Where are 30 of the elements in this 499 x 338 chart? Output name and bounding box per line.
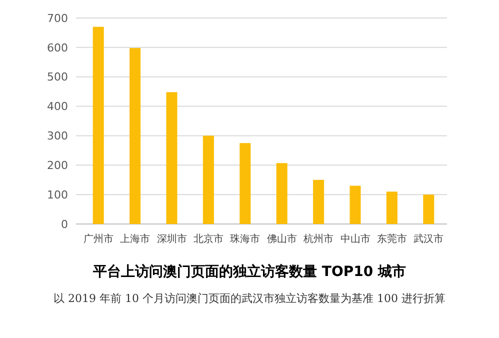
bar <box>130 48 141 224</box>
y-tick-label: 200 <box>47 158 68 172</box>
y-tick-label: 600 <box>47 41 68 54</box>
x-tick-label: 杭州市 <box>302 233 334 245</box>
x-tick-label: 武汉市 <box>414 233 444 245</box>
y-tick-label: 400 <box>47 100 68 114</box>
x-tick-label: 珠海市 <box>230 233 260 245</box>
x-tick-label: 佛山市 <box>266 233 297 245</box>
bar <box>202 136 214 224</box>
bar <box>92 26 104 224</box>
y-tick-label: 300 <box>47 130 68 143</box>
bar <box>313 180 324 224</box>
y-tick-label: 500 <box>47 70 68 84</box>
text: 平台上访问澳门页面的独立访客数量 TOP10 城市 <box>92 263 406 280</box>
bar <box>276 163 288 224</box>
bar <box>386 192 398 224</box>
bar <box>240 143 251 224</box>
bar <box>166 92 178 224</box>
y-tick-label: 700 <box>47 12 68 25</box>
x-tick-label: 深圳市 <box>156 233 187 245</box>
bar <box>423 194 434 224</box>
x-tick-label: 中山市 <box>340 233 370 245</box>
x-tick-label: 广州市 <box>83 233 114 245</box>
y-tick-label: 0 <box>61 218 68 231</box>
y-tick-label: 100 <box>47 188 68 202</box>
text: 以 2019 年前 10 个月访问澳门页面的武汉市独立访客数量为基准 100 进行折算 <box>54 292 446 305</box>
bar <box>350 186 361 224</box>
x-tick-label: 东莞市 <box>376 233 407 245</box>
x-tick-label: 北京市 <box>193 233 224 245</box>
x-tick-label: 上海市 <box>120 233 150 245</box>
